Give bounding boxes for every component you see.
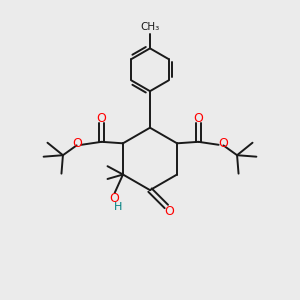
Text: CH₃: CH₃ [140, 22, 160, 32]
Text: O: O [164, 205, 174, 218]
Text: O: O [218, 137, 228, 150]
Text: O: O [110, 192, 120, 205]
Text: O: O [72, 137, 82, 150]
Text: O: O [97, 112, 106, 124]
Text: O: O [194, 112, 203, 124]
Text: H: H [114, 202, 122, 212]
